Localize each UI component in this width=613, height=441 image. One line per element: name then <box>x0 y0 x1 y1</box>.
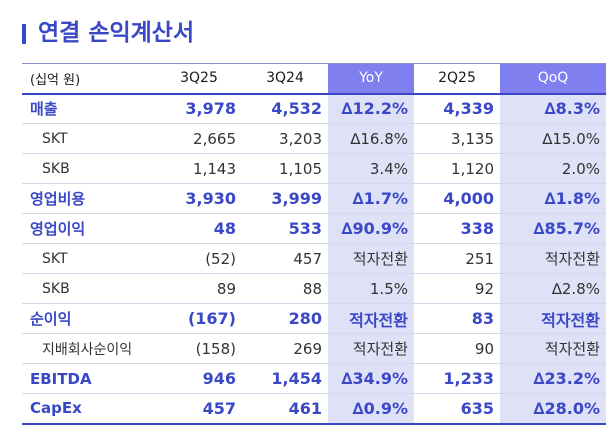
cell-2q25: 1,120 <box>451 159 494 178</box>
header-3q24: 3Q24 <box>266 70 304 87</box>
row-label: 영업비용 <box>30 190 86 208</box>
cell-3q24: 3,999 <box>271 189 322 208</box>
cell-2q25: 83 <box>471 309 494 328</box>
cell-2q25: 251 <box>465 249 494 268</box>
table-row: 영업이익 48 533 ∆90.9% 338 ∆85.7% <box>22 213 606 244</box>
cell-3q25: 3,978 <box>185 99 236 119</box>
cell-3q25: 1,143 <box>193 159 236 178</box>
cell-yoy: 적자전환 <box>328 333 414 364</box>
title-accent-bar <box>22 24 26 44</box>
table-row: 매출 3,978 4,532 ∆12.2% 4,339 ∆8.3% <box>22 93 606 124</box>
cell-qoq: ∆1.8% <box>500 183 606 214</box>
cell-3q25: 89 <box>216 279 236 298</box>
cell-yoy: ∆12.2% <box>328 93 414 124</box>
cell-yoy: 1.5% <box>328 273 414 304</box>
cell-qoq: 2.0% <box>500 153 606 184</box>
cell-qoq: ∆15.0% <box>500 123 606 154</box>
cell-3q25: 48 <box>213 219 236 238</box>
cell-qoq: 적자전환 <box>500 333 606 364</box>
page-title: 연결 손익계산서 <box>38 20 195 46</box>
cell-qoq: 적자전환 <box>500 303 606 334</box>
cell-qoq: ∆85.7% <box>500 213 606 244</box>
cell-yoy: ∆34.9% <box>328 363 414 394</box>
cell-yoy: 적자전환 <box>328 303 414 334</box>
table-row: 지배회사순이익 (158) 269 적자전환 90 적자전환 <box>22 333 606 364</box>
row-label: CapEx <box>30 399 82 418</box>
row-label: SKT <box>42 130 68 147</box>
cell-3q25: 457 <box>202 398 236 418</box>
table-row: 영업비용 3,930 3,999 ∆1.7% 4,000 ∆1.8% <box>22 183 606 214</box>
cell-yoy: ∆90.9% <box>328 213 414 244</box>
table-row: CapEx 457 461 ∆0.9% 635 ∆28.0% <box>22 393 606 424</box>
row-label: SKT <box>42 250 68 267</box>
cell-3q24: 1,105 <box>279 159 322 178</box>
cell-qoq: ∆2.8% <box>500 273 606 304</box>
header-unit: (십억 원) <box>30 72 81 88</box>
row-label: 매출 <box>30 100 58 119</box>
cell-qoq: ∆8.3% <box>500 93 606 124</box>
income-statement-table: (십억 원) 3Q25 3Q24 YoY 2Q25 QoQ 매출 3,978 4,5… <box>22 63 606 425</box>
header-yoy: YoY <box>328 63 414 94</box>
cell-3q24: 1,454 <box>271 369 322 388</box>
cell-3q24: 88 <box>302 279 322 298</box>
cell-3q25: (52) <box>205 249 236 268</box>
row-label: SKB <box>42 160 70 177</box>
table-row: SKT 2,665 3,203 ∆16.8% 3,135 ∆15.0% <box>22 123 606 154</box>
cell-2q25: 635 <box>460 398 494 418</box>
cell-yoy: 적자전환 <box>328 243 414 274</box>
table-row: EBITDA 946 1,454 ∆34.9% 1,233 ∆23.2% <box>22 363 606 394</box>
row-label: 영업이익 <box>30 220 86 238</box>
cell-yoy: 3.4% <box>328 153 414 184</box>
cell-3q25: 946 <box>202 369 236 388</box>
header-2q25: 2Q25 <box>438 70 476 87</box>
cell-3q24: 4,532 <box>271 99 322 119</box>
cell-2q25: 1,233 <box>443 369 494 388</box>
cell-qoq: ∆23.2% <box>500 363 606 394</box>
table-row: 순이익 (167) 280 적자전환 83 적자전환 <box>22 303 606 334</box>
cell-2q25: 338 <box>460 219 494 238</box>
table-row: SKT (52) 457 적자전환 251 적자전환 <box>22 243 606 274</box>
cell-3q24: 533 <box>288 219 322 238</box>
cell-2q25: 3,135 <box>451 129 494 148</box>
cell-yoy: ∆0.9% <box>328 393 414 424</box>
cell-qoq: 적자전환 <box>500 243 606 274</box>
cell-3q24: 461 <box>288 398 322 418</box>
table-row: SKB 1,143 1,105 3.4% 1,120 2.0% <box>22 153 606 184</box>
cell-3q25: 2,665 <box>193 129 236 148</box>
row-label: 순이익 <box>30 310 72 328</box>
cell-3q24: 269 <box>293 339 322 358</box>
header-qoq: QoQ <box>500 63 606 94</box>
row-label: SKB <box>42 280 70 297</box>
row-label: EBITDA <box>30 369 92 388</box>
cell-qoq: ∆28.0% <box>500 393 606 424</box>
cell-3q25: 3,930 <box>185 189 236 208</box>
cell-3q25: (167) <box>187 309 236 328</box>
cell-2q25: 4,339 <box>443 99 494 119</box>
header-3q25: 3Q25 <box>180 70 218 87</box>
table-row: SKB 89 88 1.5% 92 ∆2.8% <box>22 273 606 304</box>
cell-yoy: ∆16.8% <box>328 123 414 154</box>
cell-3q25: (158) <box>195 339 236 358</box>
cell-2q25: 90 <box>474 339 494 358</box>
row-label: 지배회사순이익 <box>42 341 133 358</box>
table-header-row: (십억 원) 3Q25 3Q24 YoY 2Q25 QoQ <box>22 63 606 94</box>
cell-yoy: ∆1.7% <box>328 183 414 214</box>
cell-2q25: 4,000 <box>443 189 494 208</box>
cell-3q24: 457 <box>293 249 322 268</box>
cell-3q24: 3,203 <box>279 129 322 148</box>
cell-2q25: 92 <box>474 279 494 298</box>
cell-3q24: 280 <box>288 309 322 328</box>
